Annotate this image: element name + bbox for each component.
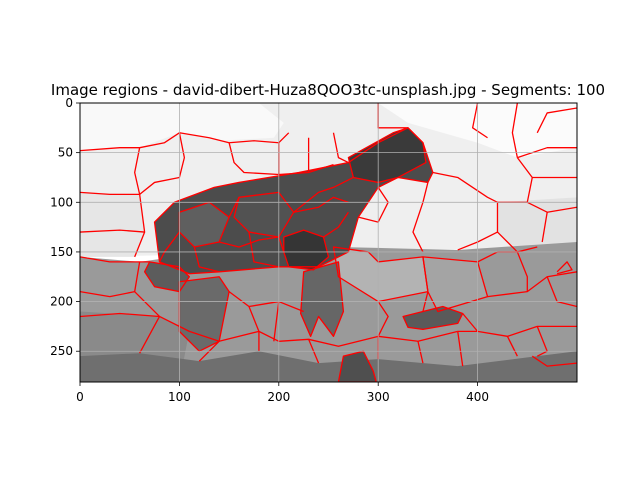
region-outline-17: [283, 229, 330, 271]
x-tick-label-2: 200: [267, 390, 290, 404]
segment-boundary-0: [80, 132, 290, 152]
region-outline-16: [347, 127, 427, 184]
segment-boundary-15: [412, 182, 429, 253]
y-tick-label-3: 150: [50, 245, 73, 259]
y-axis: 0 50 100 150 200 250: [50, 96, 80, 358]
y-tick-label-4: 200: [50, 295, 73, 309]
segment-boundary-42: [516, 251, 528, 292]
segment-boundary-57: [193, 246, 220, 273]
segment-boundary-32: [139, 316, 161, 354]
chart-title: Image regions - david-dibert-Huza8QOO3tc…: [51, 81, 605, 99]
segment-boundary-48: [417, 341, 424, 364]
segment-boundary-7: [332, 132, 349, 164]
image-region-16: [348, 127, 426, 183]
segment-boundary-44: [477, 325, 577, 337]
segment-boundary-26: [159, 315, 190, 332]
segment-boundary-56: [248, 231, 279, 268]
image-region-9: [422, 256, 488, 312]
segment-boundary-23: [80, 261, 141, 298]
x-tick-label-1: 100: [168, 390, 191, 404]
region-outline-13: [402, 305, 464, 331]
segment-boundary-31: [273, 301, 280, 342]
image-region-7: [80, 351, 577, 382]
segment-boundary-19: [541, 212, 548, 243]
image-region-3: [80, 192, 145, 257]
segment-boundary-49: [556, 261, 573, 275]
image-region-17: [283, 230, 329, 270]
y-tick-label-2: 100: [50, 195, 73, 209]
segment-boundary-22: [80, 256, 150, 263]
segment-boundary-1: [80, 191, 140, 195]
segment-boundary-20: [80, 229, 145, 233]
segment-boundary-28: [219, 330, 458, 347]
x-tick-label-4: 400: [466, 390, 489, 404]
segment-boundary-51: [219, 236, 279, 248]
region-outline-15: [153, 127, 434, 275]
y-tick-label-5: 250: [50, 344, 73, 358]
segment-boundary-50: [531, 355, 577, 367]
axes-frame: [79, 102, 578, 383]
x-axis: 0 100 200 300 400: [76, 382, 489, 404]
segment-boundary-37: [377, 301, 389, 337]
segment-boundary-40: [487, 271, 577, 298]
segment-boundary-54: [278, 236, 285, 253]
segment-boundary-55: [323, 211, 349, 238]
x-tick-label-0: 0: [76, 390, 84, 404]
image-region-1: [80, 103, 284, 151]
segment-boundary-29: [228, 291, 304, 313]
y-tick-label-0: 0: [65, 96, 73, 110]
segment-boundary-45: [506, 336, 518, 357]
segment-boundary-18: [497, 231, 518, 253]
segment-boundary-9: [471, 103, 488, 139]
region-outline-14: [337, 350, 377, 382]
region-outline-9: [422, 256, 489, 313]
image-region-18: [179, 202, 230, 247]
segment-boundary-60: [358, 187, 389, 223]
y-tick-label-1: 50: [58, 146, 73, 160]
image-region-13: [403, 306, 463, 330]
segment-boundary-25: [80, 312, 160, 318]
segment-boundary-11: [517, 147, 577, 159]
segment-boundary-2: [134, 147, 141, 195]
segment-boundary-21: [134, 194, 146, 258]
segment-boundary-13: [536, 107, 577, 134]
x-tick-label-3: 300: [367, 390, 390, 404]
region-outline-12: [300, 261, 345, 337]
segment-boundary-47: [457, 331, 464, 367]
image-region-12: [300, 261, 344, 337]
segment-boundary-24: [134, 291, 160, 317]
segment-boundary-10: [511, 103, 519, 158]
segment-boundary-27: [189, 330, 220, 342]
segment-boundary-30: [248, 306, 260, 332]
segment-boundary-52: [228, 197, 240, 218]
